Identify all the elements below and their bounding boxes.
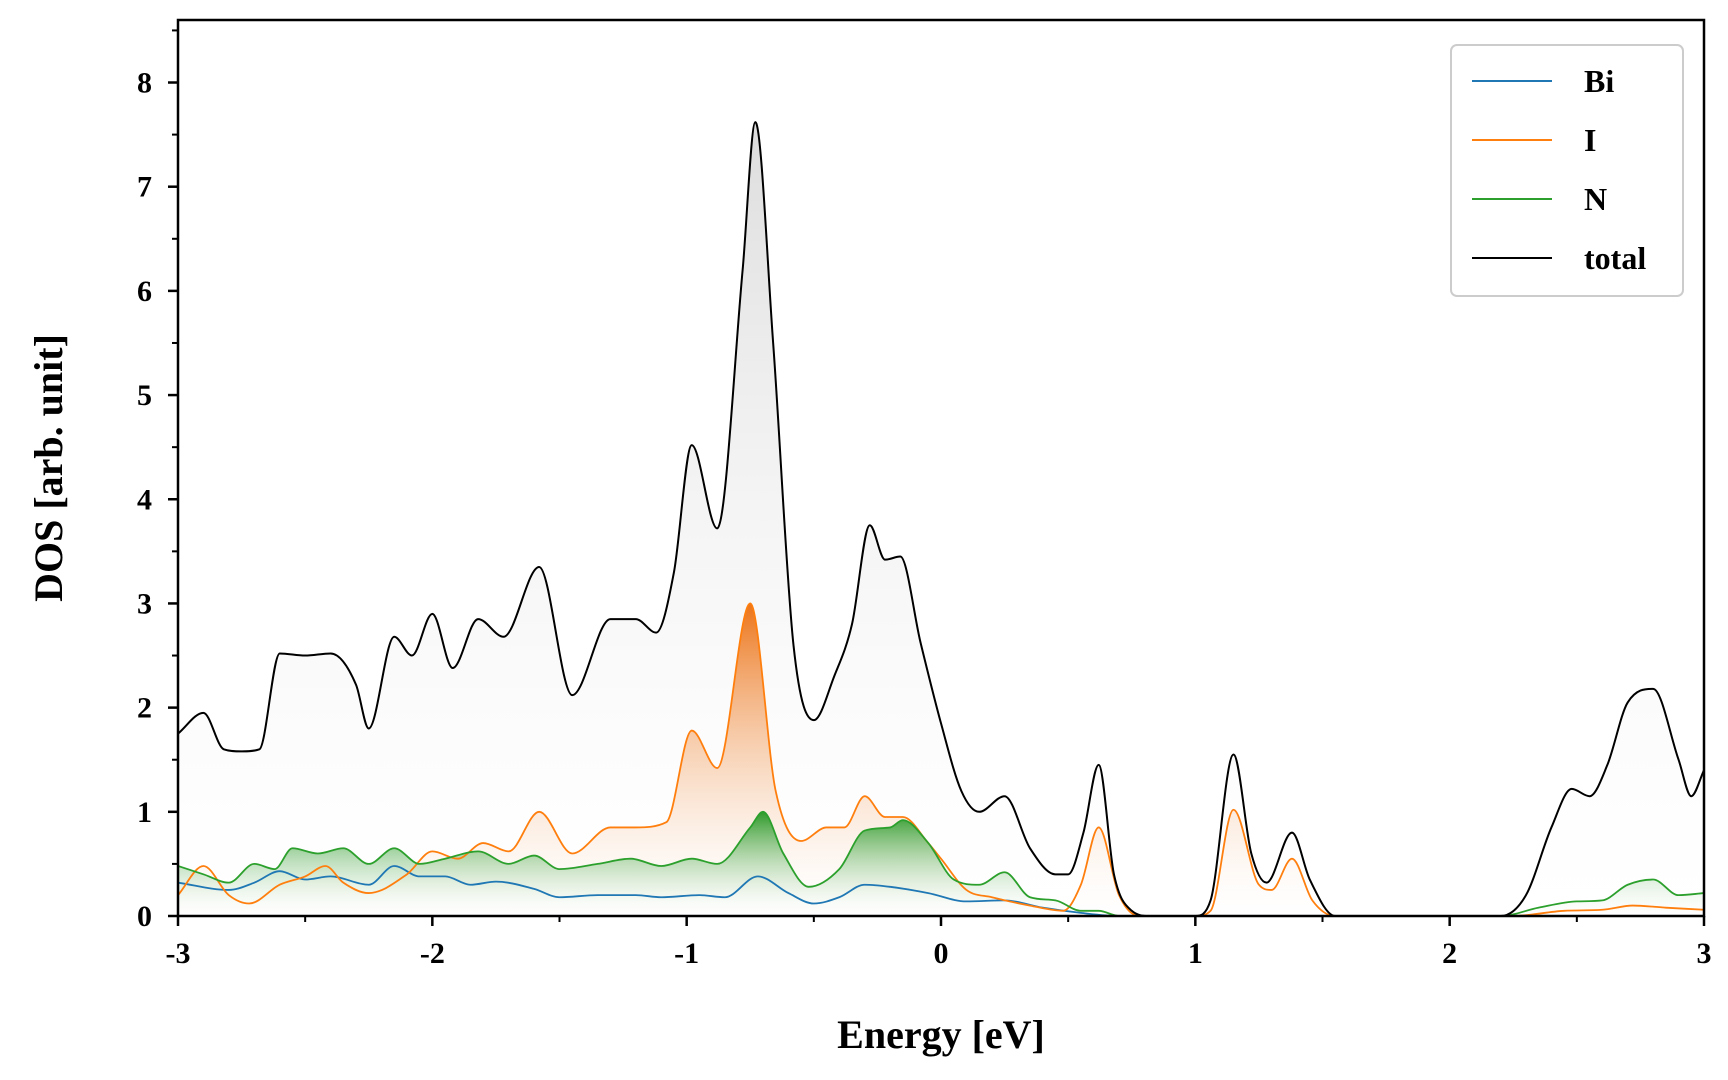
y-tick-label: 6 (137, 275, 152, 308)
x-tick-label: -1 (674, 937, 699, 970)
x-axis-title: Energy [eV] (837, 1012, 1045, 1057)
y-tick-label: 2 (137, 692, 152, 725)
series-line-total (178, 121, 1704, 916)
series-line-bi (178, 865, 1704, 916)
legend-label-bi: Bi (1584, 63, 1614, 99)
legend-label-n: N (1584, 181, 1607, 217)
legend-label-i: I (1584, 122, 1596, 158)
y-tick-label: 8 (137, 67, 152, 100)
x-tick-label: -3 (166, 937, 191, 970)
legend-label-total: total (1584, 240, 1646, 276)
y-tick-label: 3 (137, 587, 152, 620)
y-tick-label: 4 (137, 483, 152, 516)
x-tick-label: 2 (1442, 937, 1457, 970)
series-line-n (178, 810, 1704, 916)
y-tick-label: 1 (137, 796, 152, 829)
y-axis-title: DOS [arb. unit] (26, 334, 71, 602)
series-line-i (178, 602, 1704, 916)
plot-area (178, 121, 1704, 916)
x-tick-label: -2 (420, 937, 445, 970)
y-axis: 0 1 2 3 4 5 6 7 8 (137, 29, 178, 933)
y-tick-label: 5 (137, 379, 152, 412)
series-fill-total (178, 122, 1704, 916)
x-axis: -3 -2 -1 0 1 2 3 (166, 916, 1712, 970)
x-tick-label: 1 (1188, 937, 1203, 970)
x-tick-label: 0 (934, 937, 949, 970)
y-tick-label: 7 (137, 171, 152, 204)
x-tick-label: 3 (1697, 937, 1712, 970)
y-tick-label: 0 (137, 900, 152, 933)
